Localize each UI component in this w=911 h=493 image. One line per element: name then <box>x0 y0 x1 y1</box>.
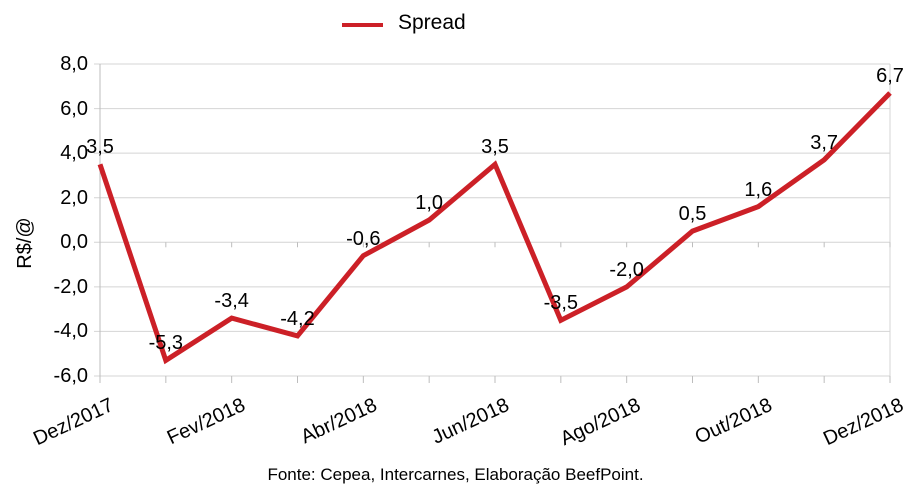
data-point-label: 1,0 <box>415 192 444 214</box>
y-tick-label: 8,0 <box>60 53 88 75</box>
data-point-label: -0,6 <box>346 227 381 250</box>
y-tick-label: -4,0 <box>53 320 88 343</box>
data-point-label: 3,5 <box>86 136 114 159</box>
y-tick-label: -6,0 <box>53 365 88 387</box>
data-point-label: 0,5 <box>678 203 707 226</box>
source-footnote: Fonte: Cepea, Intercarnes, Elaboração Be… <box>267 465 644 484</box>
data-point-label: -3,5 <box>543 292 579 315</box>
data-point-label: -4,2 <box>280 307 315 330</box>
data-point-label: -5,3 <box>148 332 184 355</box>
y-tick-label: -2,0 <box>53 275 88 298</box>
legend-series-label: Spread <box>398 11 466 34</box>
legend-line-swatch <box>342 23 383 27</box>
y-tick-label: 4,0 <box>60 142 88 165</box>
spread-series-line <box>97 91 892 365</box>
data-point-label: 1,6 <box>744 178 773 201</box>
data-point-label: 6,7 <box>876 64 904 87</box>
data-point-label: 3,7 <box>810 131 839 154</box>
data-point-label: 3,5 <box>481 136 509 159</box>
y-tick-label: 0,0 <box>60 231 88 254</box>
y-tick-label: 2,0 <box>60 186 88 209</box>
y-tick-label: 6,0 <box>60 97 88 120</box>
data-point-label: -3,4 <box>214 290 249 313</box>
data-point-label: -2,0 <box>609 258 644 281</box>
